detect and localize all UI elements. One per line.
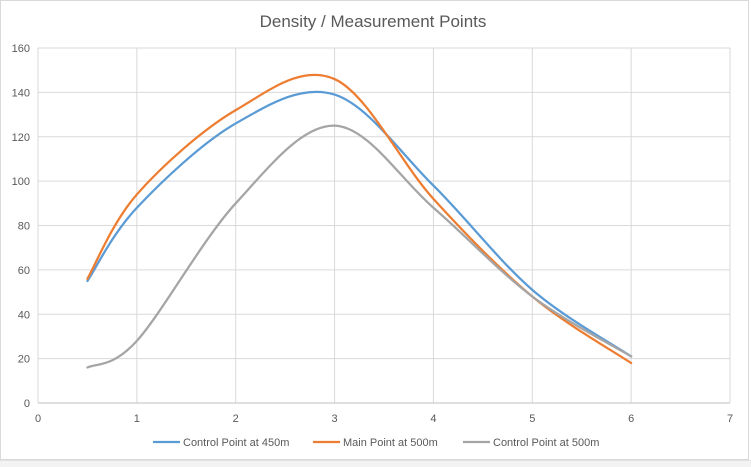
chart-title: Density / Measurement Points [260, 12, 487, 31]
series-line-3 [86, 124, 633, 369]
y-tick-label: 80 [18, 221, 30, 233]
y-tick-label: 140 [12, 87, 30, 99]
x-tick-label: 6 [628, 413, 634, 425]
y-tick-label: 40 [18, 309, 30, 321]
sheet-grid-strip [0, 460, 751, 467]
series-lines [86, 73, 633, 369]
axes: 0 20 40 60 80 100 120 140 160 0 1 2 3 4 5 6 7 [12, 43, 733, 425]
y-tick-label: 160 [12, 43, 30, 55]
legend-label: Control Point at 500m [493, 437, 599, 449]
x-tick-label: 0 [35, 413, 41, 425]
series-line-2 [86, 73, 633, 365]
x-tick-label: 1 [134, 413, 140, 425]
y-tick-label: 120 [12, 132, 30, 144]
x-tick-label: 5 [529, 413, 535, 425]
y-tick-label: 0 [24, 398, 30, 410]
x-tick-label: 2 [233, 413, 239, 425]
y-tick-label: 100 [12, 176, 30, 188]
y-tick-label: 60 [18, 265, 30, 277]
gridlines [37, 47, 731, 404]
x-tick-label: 3 [332, 413, 338, 425]
legend-label: Control Point at 450m [183, 437, 289, 449]
legend: Control Point at 450m Main Point at 500m C… [153, 437, 599, 449]
legend-label: Main Point at 500m [343, 437, 438, 449]
x-tick-label: 7 [727, 413, 733, 425]
series-line-1 [86, 90, 633, 358]
y-tick-label: 20 [18, 354, 30, 366]
x-tick-label: 4 [430, 413, 436, 425]
